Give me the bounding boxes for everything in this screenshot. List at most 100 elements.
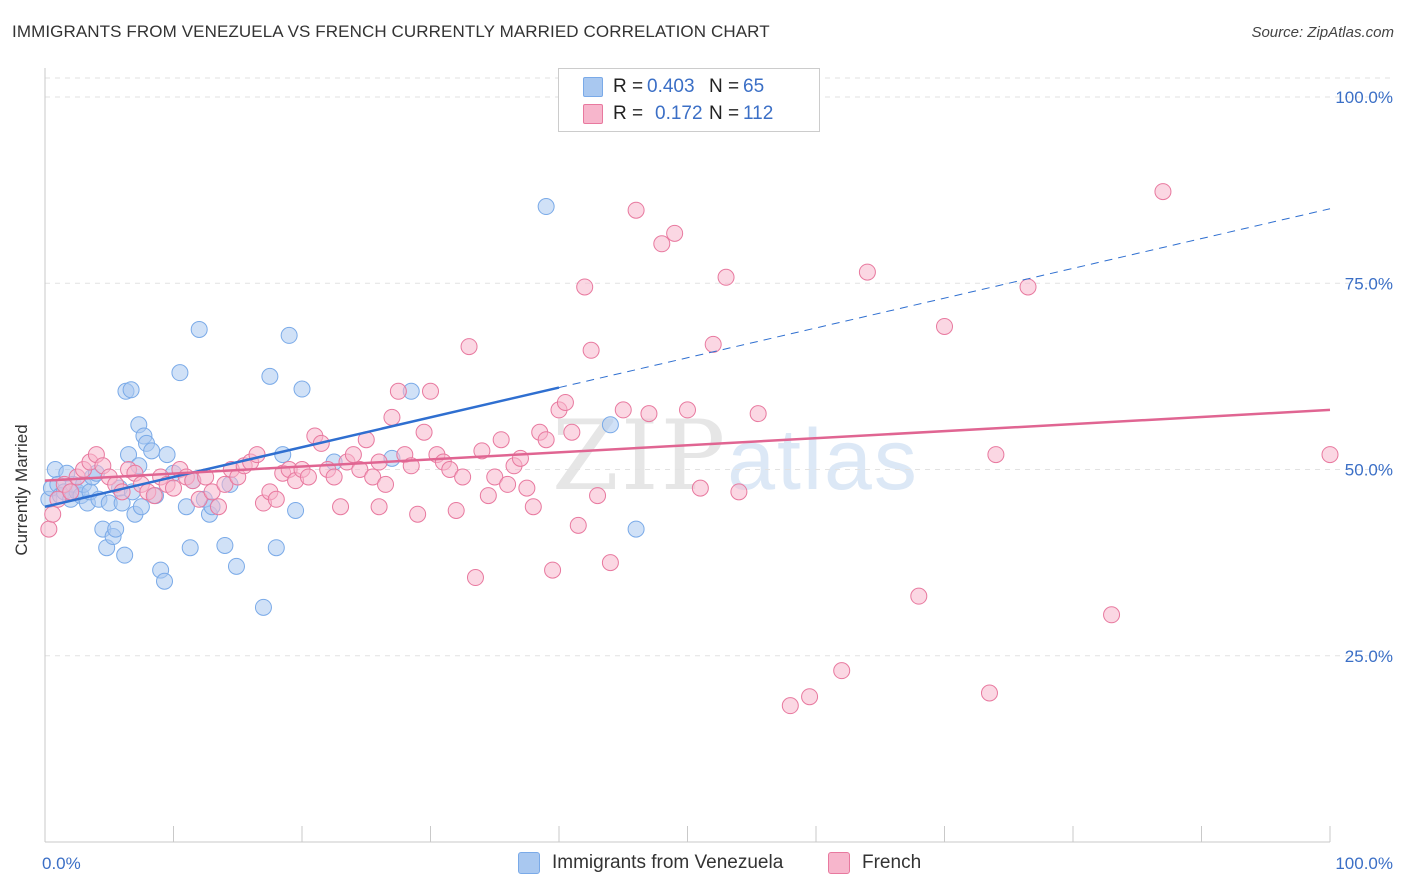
data-point [499, 475, 517, 493]
data-point [422, 382, 439, 400]
data-point [441, 461, 459, 478]
data-point [177, 498, 195, 516]
data-point [44, 505, 62, 523]
data-point [466, 569, 484, 587]
data-point [227, 557, 245, 575]
data-point [293, 380, 311, 398]
data-point [377, 475, 395, 493]
data-point [460, 338, 478, 356]
data-point [254, 598, 272, 616]
x-tick-label: 100.0% [1335, 854, 1393, 873]
trend-lines [44, 208, 1331, 508]
data-point [447, 501, 465, 519]
data-point [409, 505, 427, 523]
data-point [332, 498, 350, 516]
data-point [569, 516, 587, 534]
data-point [1154, 183, 1172, 201]
data-point [383, 408, 401, 426]
data-point [158, 446, 176, 464]
source-label: Source: ZipAtlas.com [1251, 24, 1394, 41]
data-point [537, 431, 555, 449]
data-point [190, 320, 208, 338]
data-point [156, 572, 174, 590]
data-point [62, 483, 80, 501]
y-tick-label: 50.0% [1345, 461, 1393, 480]
legend-r-label: R = [613, 76, 644, 97]
data-point [143, 442, 161, 460]
data-point [653, 235, 671, 253]
data-point [704, 335, 722, 353]
data-point [274, 446, 292, 464]
legend-n-label: N = [709, 76, 740, 97]
data-point [576, 278, 594, 296]
legend-r-value: 0.403 [647, 76, 695, 97]
data-point [511, 449, 529, 467]
legend-swatch-french [583, 104, 603, 124]
data-point [165, 479, 182, 497]
data-point [473, 442, 491, 460]
data-point [1321, 446, 1339, 464]
data-point [209, 498, 227, 516]
data-point [216, 475, 234, 493]
y-tick-label: 100.0% [1335, 88, 1393, 107]
data-point [910, 587, 928, 605]
chart-title: IMMIGRANTS FROM VENEZUELA VS FRENCH CURR… [12, 22, 770, 41]
grid-lines [45, 77, 1392, 657]
data-point [116, 546, 134, 564]
tick-labels: 25.0% 50.0% 75.0% 100.0% 0.0% 100.0% [42, 88, 1393, 873]
trend-line-french [44, 408, 1331, 482]
y-tick-label: 75.0% [1345, 274, 1393, 293]
legend-n-value: 65 [743, 76, 765, 97]
data-point [627, 520, 645, 538]
bottom-legend-label-french: French [862, 852, 922, 873]
legend: R = 0.403 N = 65 R = 0.172 N = 112 [558, 68, 820, 132]
data-point [858, 263, 876, 281]
x-tick-label: 0.0% [42, 854, 81, 873]
data-point [524, 498, 542, 516]
data-point [454, 468, 472, 486]
data-point [614, 401, 632, 419]
bottom-legend-venezuela: Immigrants from Venezuela [518, 852, 783, 874]
data-point [122, 381, 140, 399]
data-point [344, 446, 362, 464]
legend-r-label: R = [613, 103, 644, 124]
trend-line-venezuela [44, 386, 560, 508]
data-point [248, 446, 266, 464]
bottom-legend-swatch-french [828, 852, 850, 874]
y-tick-label: 25.0% [1345, 647, 1393, 666]
data-point [1103, 606, 1121, 624]
data-point [40, 520, 58, 538]
data-point [781, 697, 799, 715]
data-point [364, 468, 382, 486]
data-point [601, 554, 619, 572]
data-point [627, 201, 645, 219]
data-point [1019, 278, 1037, 296]
data-point [537, 198, 555, 216]
data-point [801, 688, 819, 706]
legend-n-label: N = [709, 103, 740, 124]
data-point [563, 423, 581, 441]
data-point [492, 431, 510, 449]
data-point [556, 393, 574, 411]
bottom-legend-swatch-venezuela [518, 852, 540, 874]
data-point [203, 483, 221, 501]
data-point [415, 423, 433, 441]
bottom-legend-french: French [828, 852, 921, 874]
data-point [717, 268, 735, 286]
data-point [181, 539, 199, 557]
data-point [299, 468, 317, 486]
data-point [190, 490, 208, 508]
data-point [113, 483, 131, 501]
data-point [749, 405, 767, 423]
data-point [980, 684, 998, 702]
trend-line-venezuela-extension [558, 208, 1331, 389]
data-point [601, 416, 619, 434]
series-french [40, 183, 1339, 715]
data-point [370, 498, 388, 516]
legend-row-french: R = 0.172 N = 112 [583, 102, 773, 126]
data-point [389, 382, 407, 400]
data-point [936, 317, 953, 335]
legend-r-value: 0.172 [655, 103, 703, 124]
data-point [518, 479, 536, 497]
